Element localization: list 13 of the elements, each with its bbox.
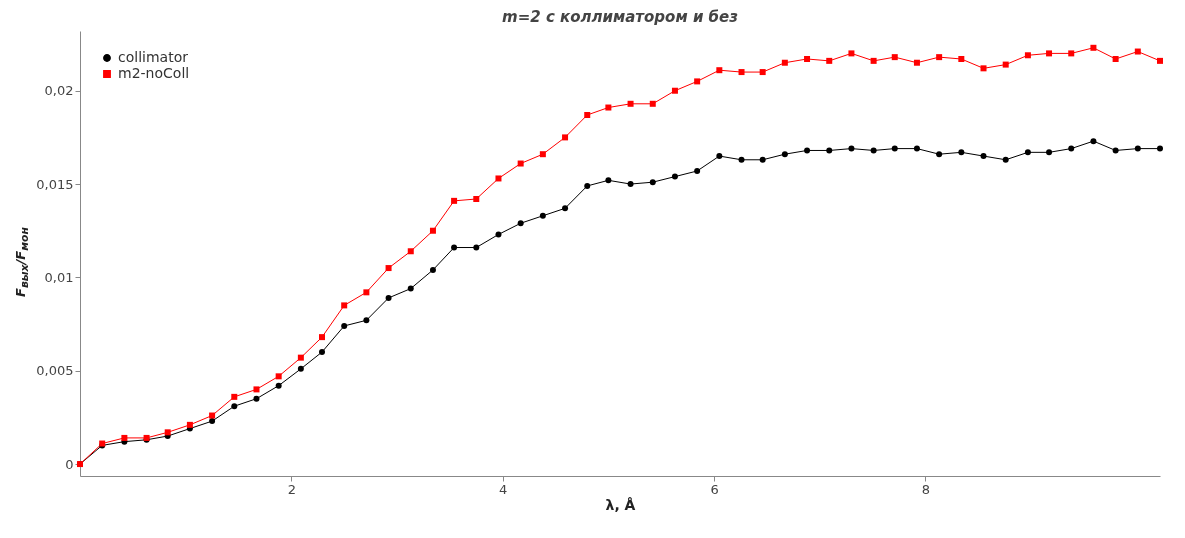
- x-tick-label: 6: [710, 481, 719, 497]
- x-tick-label: 8: [921, 481, 931, 497]
- y-tick-label: 0: [65, 456, 74, 472]
- y-tick-label: 0,015: [36, 176, 74, 192]
- legend-label: m2-noColl: [118, 65, 190, 81]
- y-tick-label: 0,01: [44, 269, 74, 285]
- x-tick-label: 4: [499, 481, 508, 497]
- legend-label: collimator: [118, 49, 189, 65]
- y-tick-label: 0,005: [36, 363, 74, 379]
- y-tick-label: 0,02: [44, 83, 74, 99]
- chart-title: m=2 с коллиматором и без: [502, 8, 739, 26]
- x-tick-label: 2: [287, 481, 296, 497]
- x-axis-title: λ, Å: [605, 496, 636, 513]
